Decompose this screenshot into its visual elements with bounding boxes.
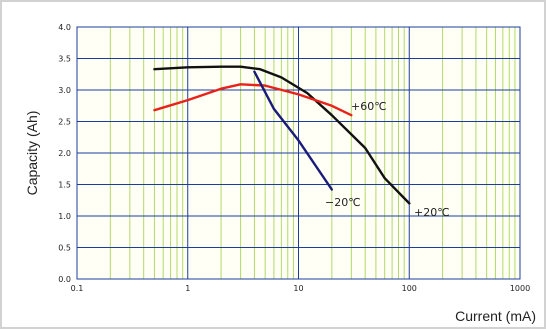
y-axis-label: Capacity (Ah) (24, 111, 40, 196)
series-layer (153, 65, 411, 205)
y-tick-label: 0.5 (58, 244, 71, 253)
y-tick-label: 2.0 (58, 149, 71, 158)
y-tick-label: 4.0 (58, 23, 71, 32)
series-line (253, 70, 333, 191)
y-tick-label: 0.0 (58, 275, 71, 284)
plot-border (76, 26, 521, 280)
x-tick-label: 10 (293, 284, 303, 293)
series-line (153, 83, 353, 117)
x-axis-label: Current (mA) (455, 308, 536, 324)
x-tick-labels: 0.1 1 10 100 1000 (71, 284, 531, 293)
x-tick-label: 0.1 (71, 284, 84, 293)
y-tick-label: 1.5 (58, 181, 71, 190)
x-tick-label: 1000 (510, 284, 530, 293)
y-tick-label: 2.5 (58, 118, 71, 127)
x-tick-label: 100 (402, 284, 417, 293)
major-grid (76, 26, 521, 280)
annotation-plus-60c: +60℃ (351, 100, 387, 113)
annotation-minus-20c: −20℃ (325, 196, 361, 209)
y-tick-label: 3.5 (58, 55, 71, 64)
series-line (153, 65, 411, 205)
annotation-plus-20c: +20℃ (414, 206, 450, 219)
y-tick-label: 1.0 (58, 212, 71, 221)
y-tick-label: 3.0 (58, 86, 71, 95)
x-tick-label: 1 (185, 284, 190, 293)
y-tick-labels: 0.0 0.5 1.0 1.5 2.0 2.5 3.0 3.5 4.0 (58, 23, 71, 284)
